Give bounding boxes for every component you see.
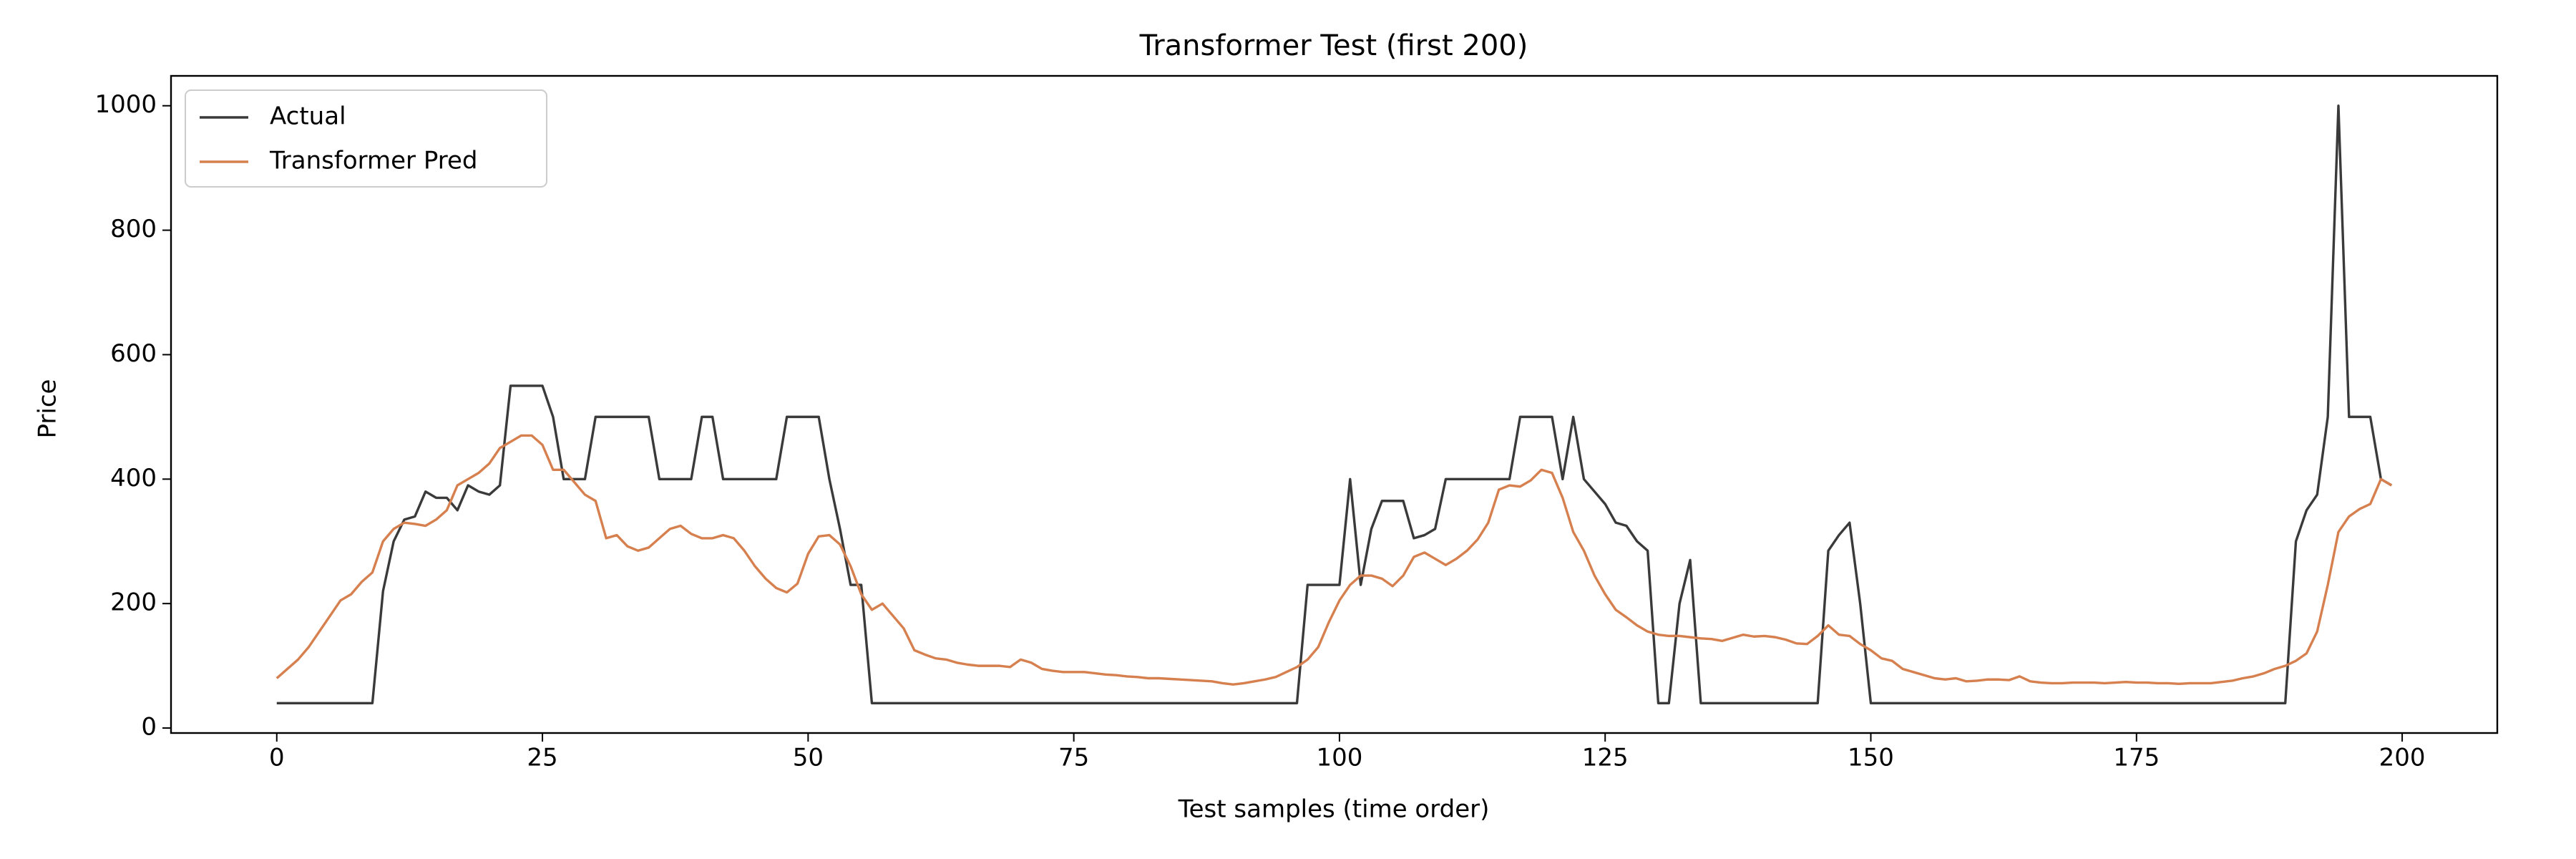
y-tick-label: 600: [110, 339, 157, 368]
x-tick-label: 25: [527, 744, 557, 772]
x-tick-label: 0: [269, 744, 285, 772]
y-tick-label: 0: [141, 713, 157, 742]
y-tick-label: 800: [110, 215, 157, 243]
y-tick-label: 400: [110, 464, 157, 492]
x-tick-label: 125: [1582, 744, 1629, 772]
plot-frame: [170, 74, 2499, 734]
x-tick-label: 150: [1848, 744, 1894, 772]
y-tick-label: 1000: [94, 90, 157, 119]
x-tick-label: 50: [793, 744, 824, 772]
legend-label: Transformer Pred: [269, 147, 477, 175]
x-axis-label: Test samples (time order): [1178, 795, 1490, 824]
legend-label: Actual: [270, 102, 346, 131]
y-axis-label: Price: [34, 379, 62, 439]
chart-title: Transformer Test (first 200): [1139, 29, 1528, 62]
x-tick-label: 75: [1058, 744, 1089, 772]
series-line: [275, 434, 2393, 686]
y-tick-label: 200: [110, 588, 157, 617]
legend-box: [185, 89, 547, 188]
x-tick-label: 100: [1316, 744, 1362, 772]
x-tick-label: 175: [2113, 744, 2160, 772]
x-tick-label: 200: [2379, 744, 2426, 772]
series-line: [276, 105, 2393, 704]
